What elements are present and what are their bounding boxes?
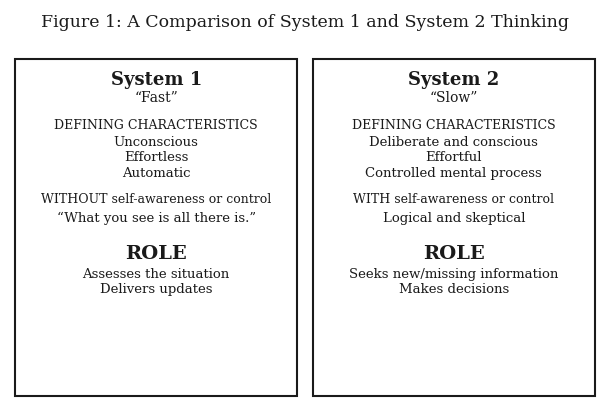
Text: ROLE: ROLE [125, 245, 187, 263]
Text: Logical and skeptical: Logical and skeptical [382, 212, 525, 225]
Text: Unconscious: Unconscious [113, 136, 199, 149]
Text: Controlled mental process: Controlled mental process [365, 167, 542, 180]
Text: Seeks new/missing information: Seeks new/missing information [349, 268, 559, 281]
Text: ROLE: ROLE [423, 245, 485, 263]
Text: System 1: System 1 [110, 71, 202, 89]
Text: Deliberate and conscious: Deliberate and conscious [370, 136, 538, 149]
Text: DEFINING CHARACTERISTICS: DEFINING CHARACTERISTICS [352, 119, 556, 132]
Text: “What you see is all there is.”: “What you see is all there is.” [57, 212, 256, 225]
Text: WITHOUT self-awareness or control: WITHOUT self-awareness or control [41, 193, 271, 206]
Text: Figure 1: A Comparison of System 1 and System 2 Thinking: Figure 1: A Comparison of System 1 and S… [41, 14, 569, 31]
Text: “Fast”: “Fast” [134, 91, 178, 105]
Text: System 2: System 2 [408, 71, 500, 89]
Text: Delivers updates: Delivers updates [100, 283, 212, 296]
Text: Effortless: Effortless [124, 151, 188, 164]
Bar [15, 59, 297, 396]
Text: Automatic: Automatic [122, 167, 190, 180]
Text: Effortful: Effortful [426, 151, 482, 164]
Text: WITH self-awareness or control: WITH self-awareness or control [353, 193, 554, 206]
Text: DEFINING CHARACTERISTICS: DEFINING CHARACTERISTICS [54, 119, 258, 132]
Text: “Slow”: “Slow” [429, 91, 478, 105]
Bar [313, 59, 595, 396]
Text: Assesses the situation: Assesses the situation [82, 268, 230, 281]
Text: Makes decisions: Makes decisions [399, 283, 509, 296]
